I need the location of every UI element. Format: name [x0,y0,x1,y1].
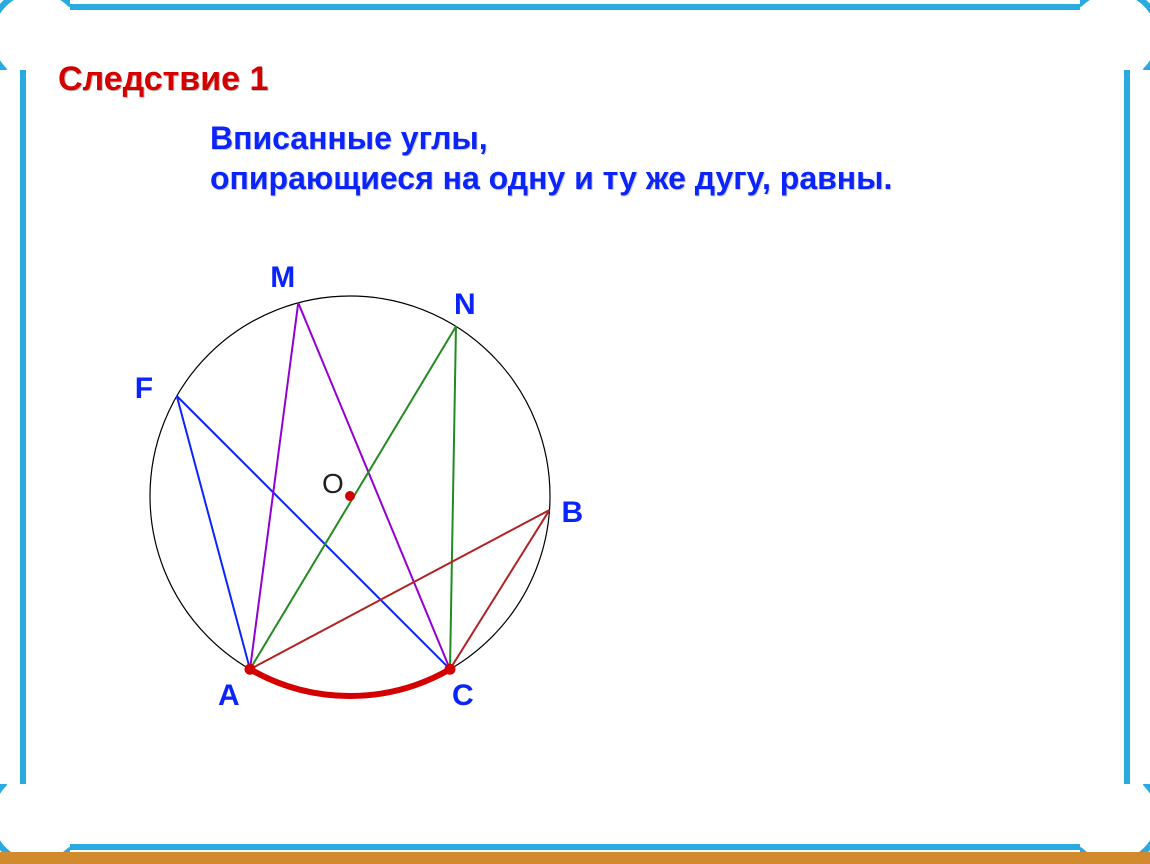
point-label-A: A [218,679,240,713]
frame-border-right [1124,20,1130,834]
point-label-M: M [270,261,295,295]
bottom-strip [0,852,1150,864]
point-label-N: N [454,288,476,322]
geometry-diagram: A C B N M F O [90,236,610,756]
slide-subtitle: Вписанные углы,опирающиеся на одну и ту … [210,118,1110,198]
diagram-svg [90,236,610,756]
frame-corner-bl [0,784,70,854]
frame-border-bottom [20,844,1130,850]
frame-border-top [20,4,1130,10]
point-label-F: F [135,372,153,406]
point-label-O: O [322,468,344,500]
frame-corner-br [1080,784,1150,854]
frame-border-left [20,20,26,834]
point-label-C: C [452,679,474,713]
point-label-B: B [562,496,584,530]
slide-title: Следствие 1 [58,60,268,99]
frame-corner-tr [1080,0,1150,70]
